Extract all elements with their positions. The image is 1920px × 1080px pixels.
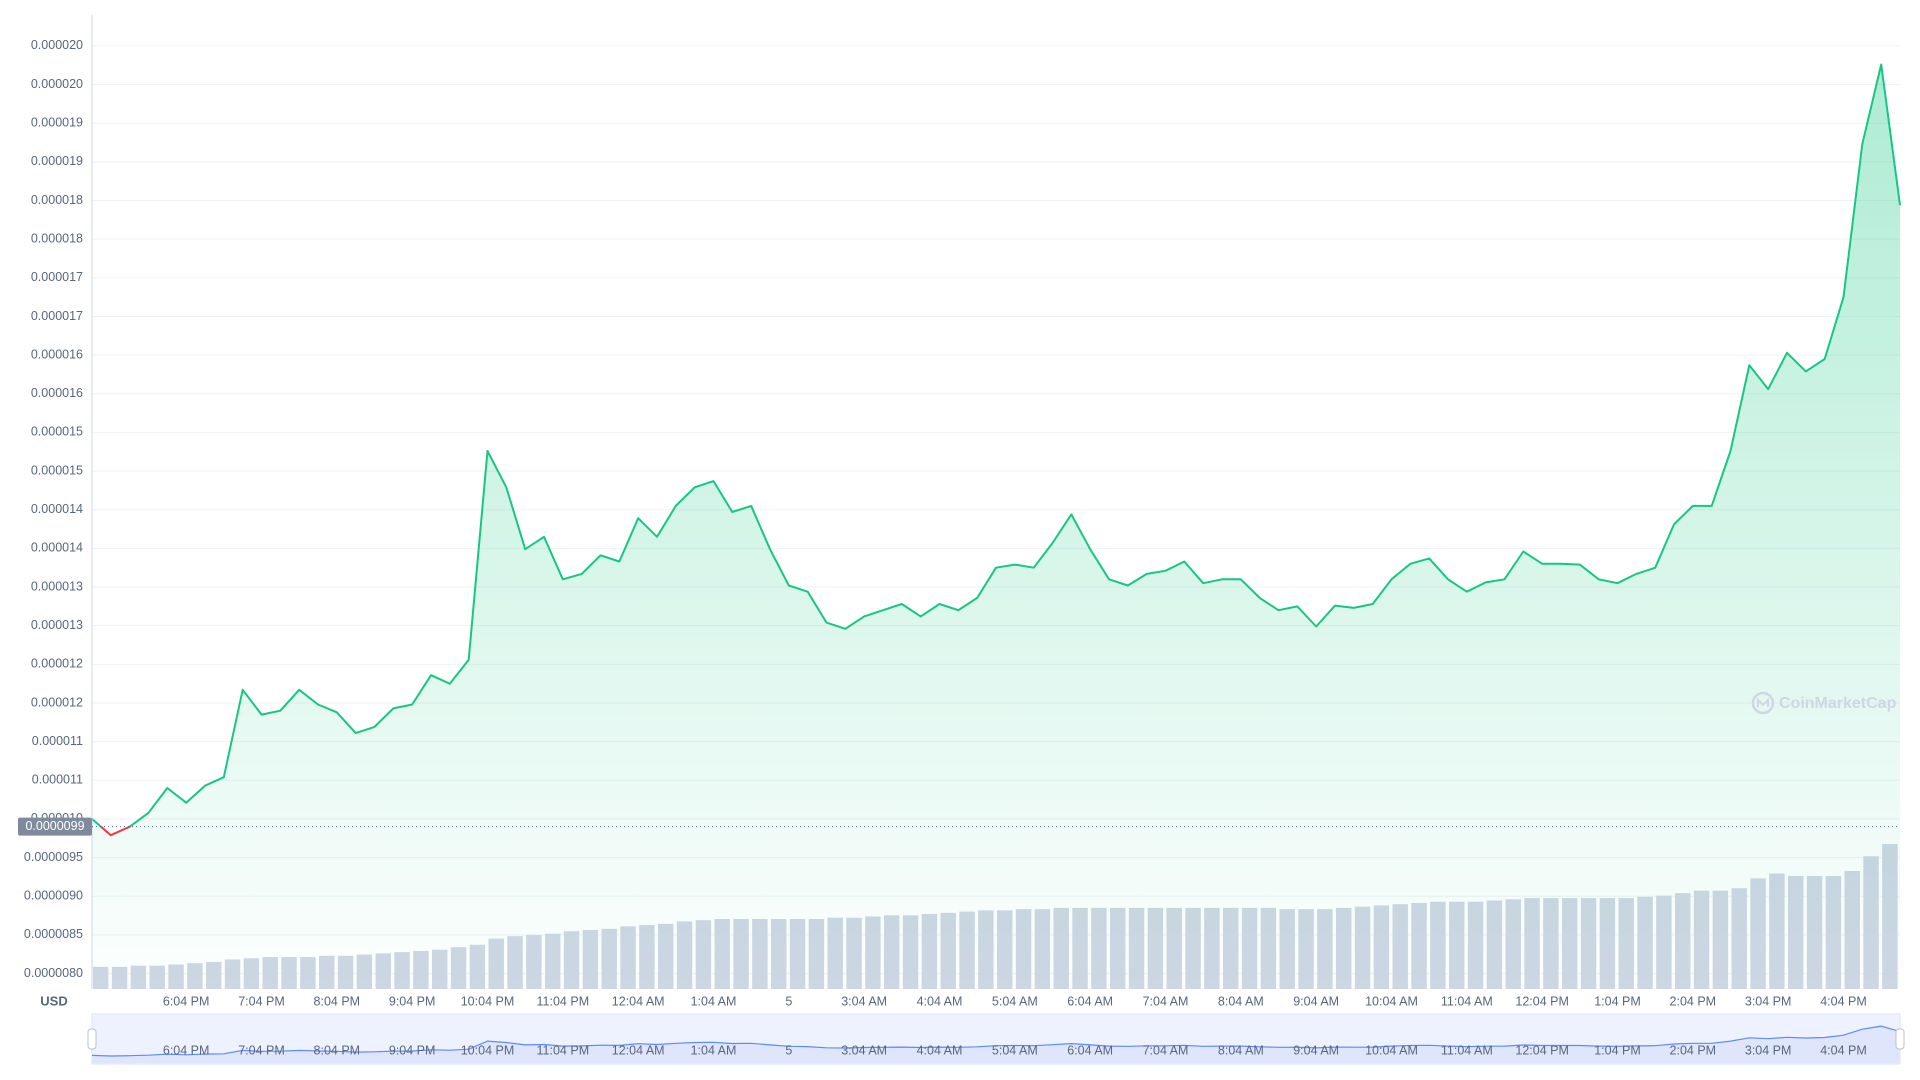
x-tick-label: 11:04 PM bbox=[537, 994, 590, 1008]
price-line bbox=[91, 63, 1901, 837]
x-tick-label: 10:04 AM bbox=[1365, 994, 1418, 1008]
price-area bbox=[92, 64, 1900, 989]
navigator-tick-label: 4:04 PM bbox=[1820, 1043, 1867, 1057]
y-tick-label: 0.000017 bbox=[31, 270, 83, 284]
navigator-tick-label: 5 bbox=[785, 1043, 792, 1057]
navigator-tick-label: 10:04 PM bbox=[461, 1043, 515, 1057]
x-tick-label: 9:04 PM bbox=[389, 994, 436, 1008]
x-tick-label: 10:04 PM bbox=[461, 994, 515, 1008]
navigator-area bbox=[92, 1026, 1900, 1063]
y-tick-label: 0.000019 bbox=[31, 116, 83, 130]
y-tick-label: 0.000013 bbox=[31, 618, 83, 632]
x-tick-label: 9:04 AM bbox=[1293, 994, 1339, 1008]
x-tick-label: 12:04 PM bbox=[1515, 994, 1569, 1008]
x-tick-label: 2:04 PM bbox=[1670, 994, 1717, 1008]
navigator-tick-label: 3:04 PM bbox=[1745, 1043, 1792, 1057]
navigator-line bbox=[91, 1025, 1901, 1057]
y-tick-label: 0.000011 bbox=[32, 734, 83, 748]
y-tick-label: 0.000012 bbox=[31, 657, 83, 671]
watermark-icon bbox=[1751, 691, 1775, 715]
y-tick-label: 0.0000085 bbox=[24, 927, 83, 941]
x-tick-label: 7:04 PM bbox=[238, 994, 285, 1008]
y-tick-label: 0.000011 bbox=[32, 773, 83, 787]
navigator-tick-label: 8:04 PM bbox=[314, 1043, 361, 1057]
navigator-tick-label: 8:04 AM bbox=[1218, 1043, 1264, 1057]
x-tick-label: 4:04 AM bbox=[917, 994, 963, 1008]
y-tick-label: 0.000014 bbox=[31, 541, 83, 555]
y-tick-label: 0.0000090 bbox=[24, 889, 83, 903]
y-tick-label: 0.000016 bbox=[31, 347, 83, 361]
navigator-tick-label: 11:04 PM bbox=[537, 1043, 590, 1057]
x-tick-label: 1:04 PM bbox=[1594, 994, 1641, 1008]
x-tick-label: 8:04 AM bbox=[1218, 994, 1264, 1008]
navigator-tick-label: 6:04 PM bbox=[163, 1043, 210, 1057]
navigator-tick-label: 2:04 PM bbox=[1670, 1043, 1717, 1057]
navigator-handle[interactable] bbox=[1895, 1028, 1905, 1050]
y-tick-label: 0.0000080 bbox=[24, 966, 83, 980]
navigator-tick-label: 9:04 PM bbox=[389, 1043, 436, 1057]
navigator-tick-label: 12:04 AM bbox=[612, 1043, 665, 1057]
navigator bbox=[87, 1013, 1905, 1065]
x-tick-label: 11:04 AM bbox=[1441, 994, 1493, 1008]
y-tick-label: 0.000016 bbox=[31, 386, 83, 400]
x-tick-label: 7:04 AM bbox=[1143, 994, 1189, 1008]
navigator-tick-label: 12:04 PM bbox=[1515, 1043, 1569, 1057]
navigator-tick-label: 1:04 AM bbox=[691, 1043, 737, 1057]
x-tick-label: 3:04 PM bbox=[1745, 994, 1792, 1008]
watermark-icon-mark bbox=[1757, 697, 1769, 707]
y-tick-label: 0.000015 bbox=[31, 463, 83, 477]
watermark: CoinMarketCap bbox=[1751, 691, 1897, 715]
y-tick-label: 0.000017 bbox=[31, 309, 83, 323]
x-tick-label: 6:04 AM bbox=[1067, 994, 1113, 1008]
navigator-tick-label: 4:04 AM bbox=[917, 1043, 963, 1057]
y-tick-label: 0.000013 bbox=[31, 579, 83, 593]
navigator-tick-label: 7:04 PM bbox=[238, 1043, 285, 1057]
navigator-tick-label: 1:04 PM bbox=[1594, 1043, 1641, 1057]
label-layer: 0.0000080 0.0000085 0.0000090 0.0000095 0.00… bbox=[18, 38, 1900, 1057]
x-tick-label: 5 bbox=[785, 994, 792, 1008]
y-tick-label: 0.0000095 bbox=[24, 850, 83, 864]
y-tick-label: 0.000020 bbox=[31, 77, 83, 91]
y-tick-label: 0.000018 bbox=[31, 193, 83, 207]
watermark-text: CoinMarketCap bbox=[1779, 695, 1897, 712]
navigator-tick-label: 7:04 AM bbox=[1143, 1043, 1189, 1057]
navigator-tick-label: 5:04 AM bbox=[992, 1043, 1038, 1057]
y-tick-label: 0.000020 bbox=[31, 38, 83, 52]
navigator-tick-label: 11:04 AM bbox=[1441, 1043, 1493, 1057]
y-tick-label: 0.000019 bbox=[31, 154, 83, 168]
navigator-tick-label: 10:04 AM bbox=[1365, 1043, 1418, 1057]
x-tick-label: 8:04 PM bbox=[314, 994, 361, 1008]
y-tick-label: 0.000014 bbox=[31, 502, 83, 516]
navigator-tick-label: 9:04 AM bbox=[1293, 1043, 1339, 1057]
line-layer bbox=[91, 63, 1901, 989]
x-tick-label: 12:04 AM bbox=[612, 994, 665, 1008]
navigator-tick-label: 3:04 AM bbox=[841, 1043, 887, 1057]
current-price-tag bbox=[18, 817, 92, 836]
x-tick-label: 4:04 PM bbox=[1820, 994, 1867, 1008]
x-tick-label: 6:04 PM bbox=[163, 994, 210, 1008]
x-tick-label: 1:04 AM bbox=[691, 994, 737, 1008]
volume-bar bbox=[1901, 846, 1916, 989]
y-tick-label: 0.000012 bbox=[31, 695, 83, 709]
x-tick-label: 5:04 AM bbox=[992, 994, 1038, 1008]
navigator-tick-label: 6:04 AM bbox=[1067, 1043, 1113, 1057]
navigator-handle[interactable] bbox=[87, 1028, 97, 1050]
y-tick-label: 0.000018 bbox=[31, 231, 83, 245]
current-price-label: 0.0000099 bbox=[25, 819, 84, 833]
x-tick-label: 3:04 AM bbox=[841, 994, 887, 1008]
y-tick-label: 0.000015 bbox=[31, 425, 83, 439]
currency-label: USD bbox=[40, 993, 67, 1008]
